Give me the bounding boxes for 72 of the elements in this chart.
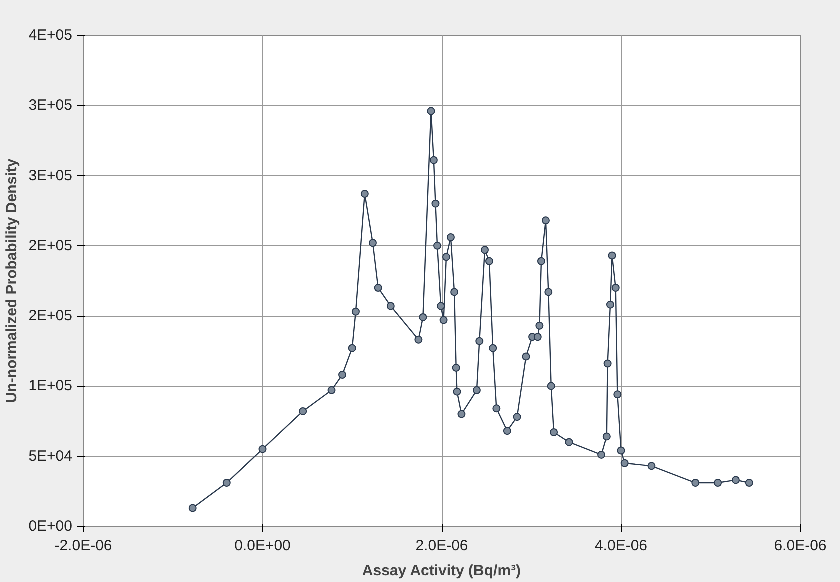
point xyxy=(360,190,369,198)
point xyxy=(442,253,450,262)
point xyxy=(492,404,501,413)
point xyxy=(745,479,754,488)
point xyxy=(348,344,356,352)
point xyxy=(453,388,462,396)
y-tick-label: 3E+05 xyxy=(28,97,73,114)
point xyxy=(452,364,460,372)
point xyxy=(547,382,556,390)
point xyxy=(513,413,522,422)
point xyxy=(440,316,448,324)
point xyxy=(450,288,459,296)
point xyxy=(544,288,553,296)
point xyxy=(536,322,544,330)
point xyxy=(338,371,347,379)
y-tick-label: 5E+04 xyxy=(28,448,73,465)
point xyxy=(386,302,395,310)
point xyxy=(604,360,612,368)
point xyxy=(188,504,197,512)
x-tick-label: 4.0E-06 xyxy=(594,538,648,554)
point xyxy=(434,242,442,250)
point xyxy=(617,446,626,455)
x-tick-label: -2.0E-06 xyxy=(54,538,112,554)
point xyxy=(430,156,438,164)
x-tick-label: 2.0E-06 xyxy=(416,538,468,554)
point xyxy=(368,239,377,248)
point xyxy=(692,479,700,488)
point xyxy=(432,200,440,208)
point xyxy=(606,300,614,309)
point xyxy=(299,407,308,416)
point xyxy=(522,352,530,361)
point xyxy=(537,257,546,266)
point xyxy=(374,284,382,292)
point xyxy=(714,479,722,488)
y-tick-label: 3E+05 xyxy=(28,167,73,184)
x-tick-label: 0.0E+00 xyxy=(234,538,291,554)
y-axis-title: Un-normalized Probability Density xyxy=(4,158,21,404)
y-tick-label: 4E+05 xyxy=(28,27,73,44)
point xyxy=(534,333,542,342)
point xyxy=(458,410,466,418)
y-tick-label: 2E+05 xyxy=(28,237,73,254)
point xyxy=(472,386,481,394)
point xyxy=(489,344,498,352)
point xyxy=(258,445,267,454)
point xyxy=(608,252,616,260)
point xyxy=(598,450,606,459)
point xyxy=(486,257,494,266)
point xyxy=(602,432,611,441)
x-tick-label: 6.0E-06 xyxy=(774,538,827,554)
point xyxy=(476,337,484,346)
y-tick-label: 0E+00 xyxy=(28,518,73,535)
point xyxy=(419,313,428,322)
point xyxy=(446,234,455,242)
y-tick-label: 1E+05 xyxy=(28,378,73,395)
x-axis-title: Assay Activity (Bq/m³) xyxy=(362,562,522,580)
point xyxy=(352,308,360,316)
point xyxy=(481,246,490,254)
point xyxy=(648,462,656,470)
point xyxy=(437,302,446,310)
point xyxy=(222,479,231,488)
point xyxy=(614,390,622,399)
point xyxy=(732,476,740,484)
point xyxy=(328,386,336,394)
point xyxy=(542,216,550,225)
point xyxy=(550,428,558,436)
point xyxy=(503,427,512,436)
point xyxy=(414,336,423,344)
point xyxy=(612,284,620,292)
y-tick-label: 2E+05 xyxy=(28,308,73,325)
point xyxy=(565,438,574,446)
point xyxy=(620,459,629,468)
point xyxy=(427,107,436,116)
